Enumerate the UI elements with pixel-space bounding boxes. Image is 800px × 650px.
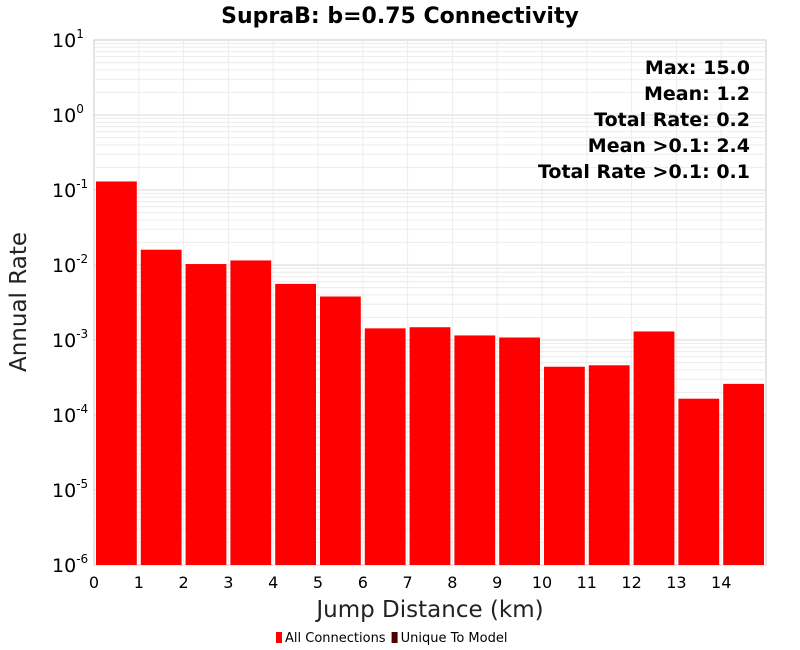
x-tick-label: 7	[403, 573, 413, 592]
x-tick-label: 2	[179, 573, 189, 592]
bar	[588, 365, 630, 565]
x-tick-label: 11	[577, 573, 597, 592]
stat-annotation: Mean: 1.2	[644, 83, 750, 105]
stat-annotation: Max: 15.0	[645, 57, 750, 79]
y-tick-label: 101	[52, 27, 84, 52]
y-tick-label: 100	[52, 102, 84, 127]
x-axis-label: Jump Distance (km)	[314, 597, 543, 623]
x-tick-label: 9	[492, 573, 502, 592]
x-tick-label: 6	[358, 573, 368, 592]
bar	[544, 366, 585, 565]
x-tick-label: 8	[447, 573, 457, 592]
y-tick-label: 10-5	[52, 477, 88, 502]
stat-annotation: Mean >0.1: 2.4	[588, 135, 750, 157]
legend-swatch	[391, 632, 398, 643]
legend-swatch	[276, 632, 282, 643]
bar	[409, 327, 451, 565]
x-tick-label: 1	[134, 573, 144, 592]
y-axis-label: Annual Rate	[6, 232, 32, 372]
bar	[140, 249, 182, 566]
x-tick-label: 14	[711, 573, 731, 592]
y-ticks: 10-6 10-5 10-4 10-3 10-2 10-1 100 101	[52, 27, 88, 577]
y-tick-label: 10-1	[52, 177, 88, 202]
bars	[96, 181, 764, 566]
bar	[364, 328, 406, 565]
x-tick-label: 12	[621, 573, 641, 592]
y-tick-label: 10-3	[52, 327, 88, 352]
bar	[723, 383, 764, 565]
x-tick-label: 5	[313, 573, 323, 592]
x-tick-label: 0	[89, 573, 99, 592]
legend: All Connections Unique To Model	[276, 631, 507, 646]
bar	[230, 260, 272, 565]
bar	[499, 337, 540, 565]
y-tick-label: 10-4	[52, 402, 88, 427]
legend-label: All Connections	[285, 631, 386, 646]
legend-label: Unique To Model	[401, 631, 508, 646]
bar	[185, 264, 227, 565]
bar	[275, 283, 316, 565]
x-ticks: 0 1 2 3 4 5 6 7 8 9 10 11 12 13 14	[89, 573, 731, 592]
chart-title: SupraB: b=0.75 Connectivity	[221, 4, 579, 29]
bar	[678, 398, 720, 565]
stat-annotation: Total Rate >0.1: 0.1	[538, 161, 750, 183]
stat-annotation: Total Rate: 0.2	[594, 109, 750, 131]
bar	[96, 181, 137, 565]
x-tick-label: 10	[532, 573, 552, 592]
y-tick-label: 10-2	[52, 252, 88, 277]
x-tick-label: 3	[223, 573, 233, 592]
x-tick-label: 13	[666, 573, 686, 592]
stats-annotations: Max: 15.0 Mean: 1.2 Total Rate: 0.2 Mean >0…	[538, 57, 750, 183]
x-tick-label: 4	[268, 573, 278, 592]
bar	[320, 296, 361, 565]
y-tick-label: 10-6	[52, 552, 88, 577]
bar	[454, 335, 496, 565]
bar	[633, 331, 675, 565]
